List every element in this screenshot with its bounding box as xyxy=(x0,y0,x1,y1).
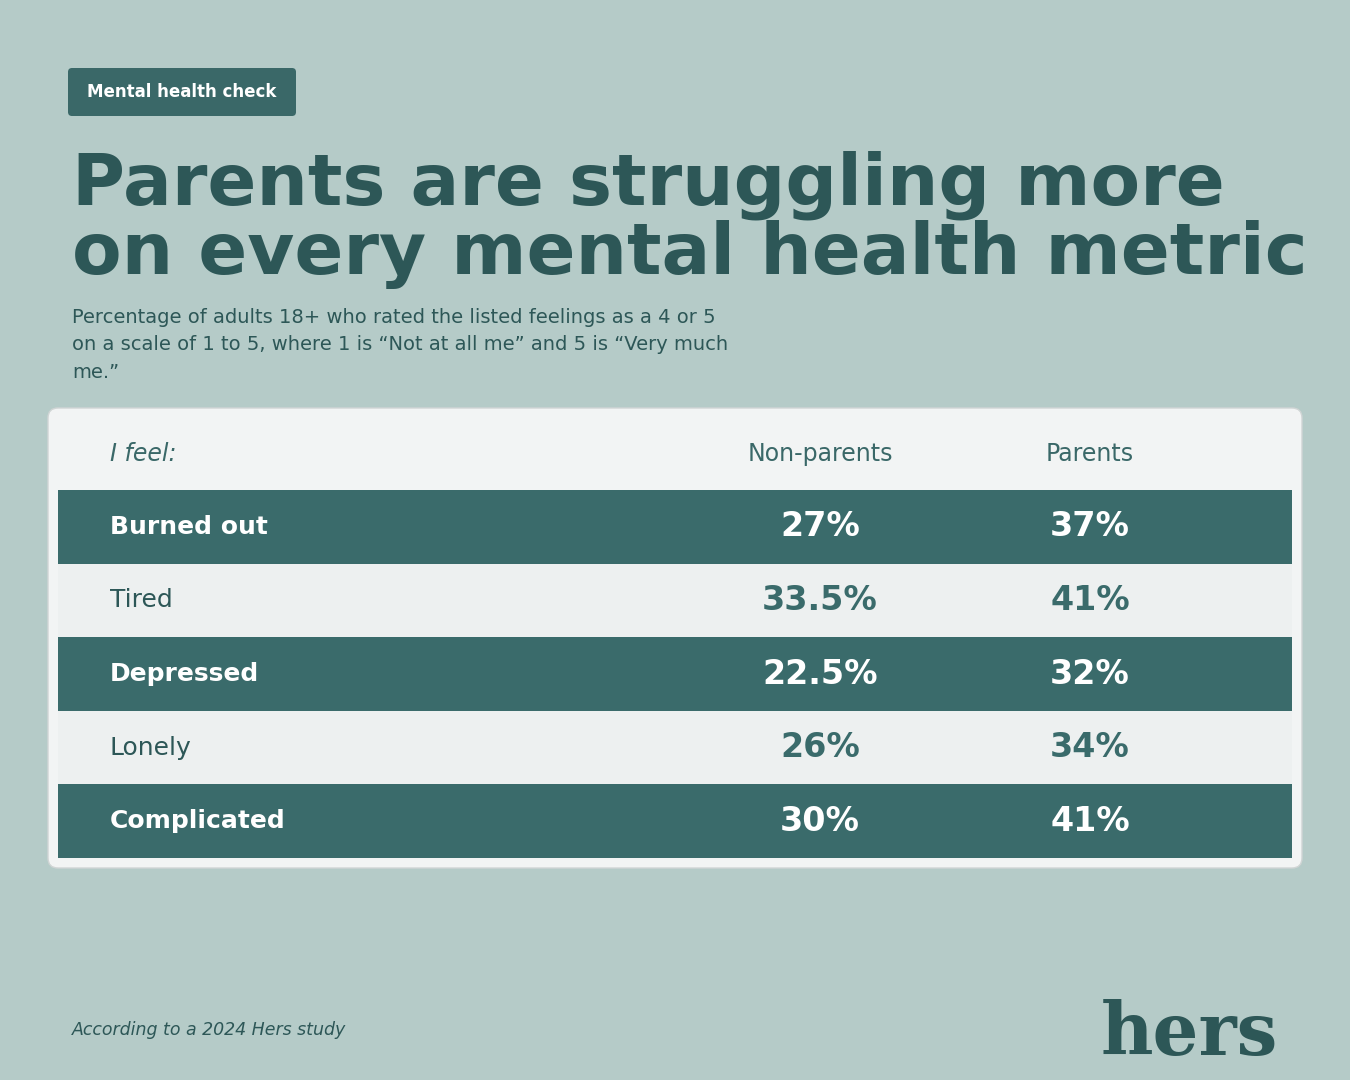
Text: 41%: 41% xyxy=(1050,805,1130,838)
Text: 34%: 34% xyxy=(1050,731,1130,764)
Text: 26%: 26% xyxy=(780,731,860,764)
FancyBboxPatch shape xyxy=(58,490,1292,564)
Text: I feel:: I feel: xyxy=(109,442,177,465)
Text: on every mental health metric: on every mental health metric xyxy=(72,220,1308,289)
Text: 33.5%: 33.5% xyxy=(763,584,878,617)
Text: Lonely: Lonely xyxy=(109,735,192,759)
Text: 32%: 32% xyxy=(1050,658,1130,690)
Text: Depressed: Depressed xyxy=(109,662,259,686)
FancyBboxPatch shape xyxy=(68,68,296,116)
Text: Tired: Tired xyxy=(109,589,173,612)
Text: According to a 2024 Hers study: According to a 2024 Hers study xyxy=(72,1021,346,1039)
Text: Parents: Parents xyxy=(1046,442,1134,465)
FancyBboxPatch shape xyxy=(58,564,1292,637)
Text: 30%: 30% xyxy=(780,805,860,838)
Text: 41%: 41% xyxy=(1050,584,1130,617)
Text: 22.5%: 22.5% xyxy=(763,658,878,690)
Text: 27%: 27% xyxy=(780,510,860,543)
Text: Non-parents: Non-parents xyxy=(748,442,892,465)
FancyBboxPatch shape xyxy=(58,784,1292,858)
Text: hers: hers xyxy=(1100,999,1278,1070)
Text: Complicated: Complicated xyxy=(109,809,286,833)
Text: Parents are struggling more: Parents are struggling more xyxy=(72,150,1224,219)
FancyBboxPatch shape xyxy=(58,711,1292,784)
FancyBboxPatch shape xyxy=(58,637,1292,711)
Text: Percentage of adults 18+ who rated the listed feelings as a 4 or 5
on a scale of: Percentage of adults 18+ who rated the l… xyxy=(72,308,728,381)
Text: Burned out: Burned out xyxy=(109,515,267,539)
Text: 37%: 37% xyxy=(1050,510,1130,543)
Text: Mental health check: Mental health check xyxy=(88,83,277,102)
FancyBboxPatch shape xyxy=(49,408,1301,868)
